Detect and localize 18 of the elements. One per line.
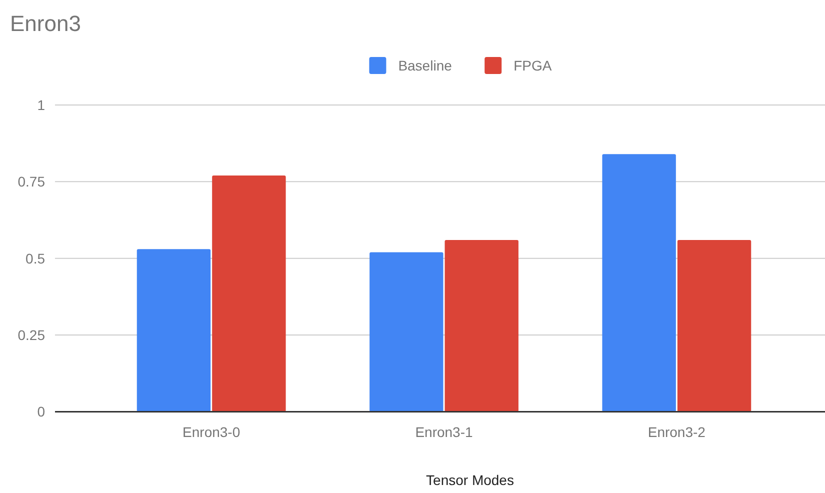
legend-label: Baseline [398,57,452,74]
chart-title: Enron3 [10,11,81,36]
bar [136,249,211,412]
bar [602,154,676,412]
y-tick-label: 0.5 [26,250,46,266]
y-tick-label: 0 [37,404,46,420]
y-tick-label: 1 [37,96,46,113]
legend-label: FPGA [514,57,552,74]
x-tick-label: Enron3-1 [415,424,474,440]
bar [370,252,444,412]
bar [677,240,752,412]
y-tick-label: 0.75 [18,174,46,190]
x-tick-label: Enron3-0 [182,424,240,440]
y-tick-label: 0.25 [18,326,46,343]
x-axis-title: Tensor Modes [426,472,514,488]
x-tick-label: Enron3-2 [648,424,706,440]
bar [212,176,286,412]
bar [444,240,518,412]
